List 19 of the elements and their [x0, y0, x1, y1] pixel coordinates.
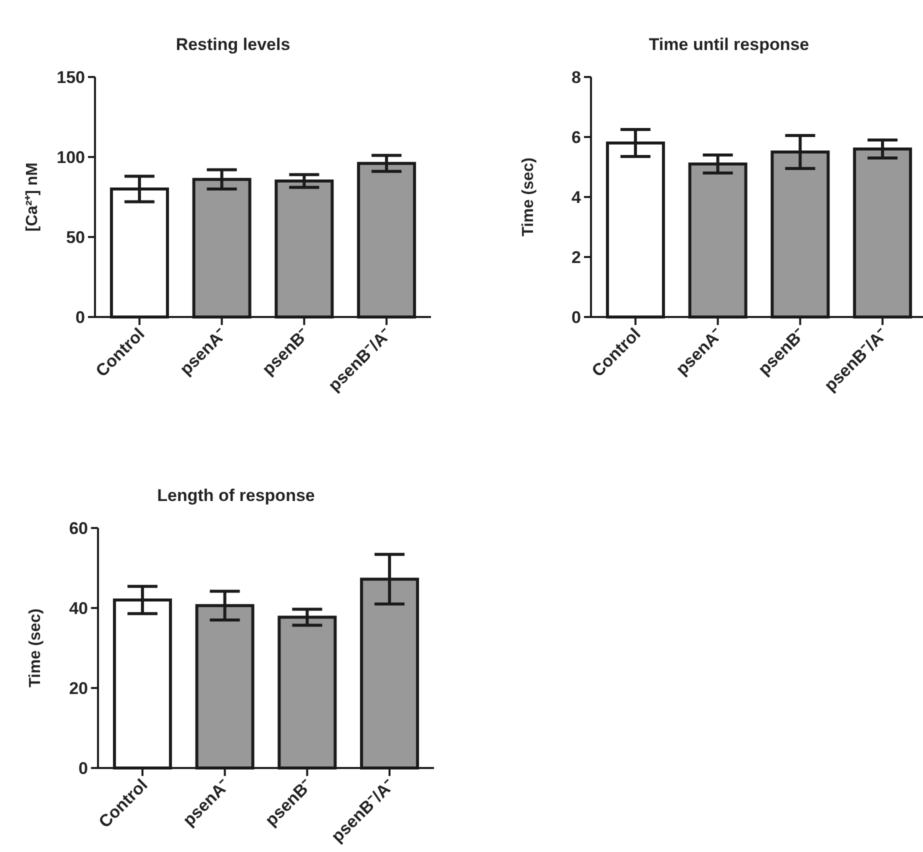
y-tick-label: 0 [572, 308, 581, 327]
y-axis-title: Time (sec) [520, 158, 537, 236]
y-tick-label: 6 [572, 128, 581, 147]
y-tick-label: 0 [76, 308, 85, 327]
chart-title: Time until response [648, 35, 810, 54]
y-tick-label: 4 [572, 188, 582, 207]
y-tick-label: 150 [56, 68, 85, 87]
y-tick-label: 2 [572, 248, 581, 267]
y-tick-label: 50 [66, 228, 85, 247]
y-axis-title: Time (sec) [27, 608, 44, 688]
y-tick-label: 60 [69, 518, 88, 538]
chart-title: Resting levels [176, 35, 290, 54]
chart-title: Length of response [157, 486, 315, 505]
y-tick-label: 40 [69, 598, 88, 618]
y-tick-label: 8 [572, 68, 581, 87]
y-tick-label: 100 [56, 148, 85, 167]
y-tick-label: 20 [69, 678, 88, 698]
y-axis-title: [Ca²⁺] nM [24, 162, 41, 232]
y-tick-label: 0 [78, 758, 88, 778]
